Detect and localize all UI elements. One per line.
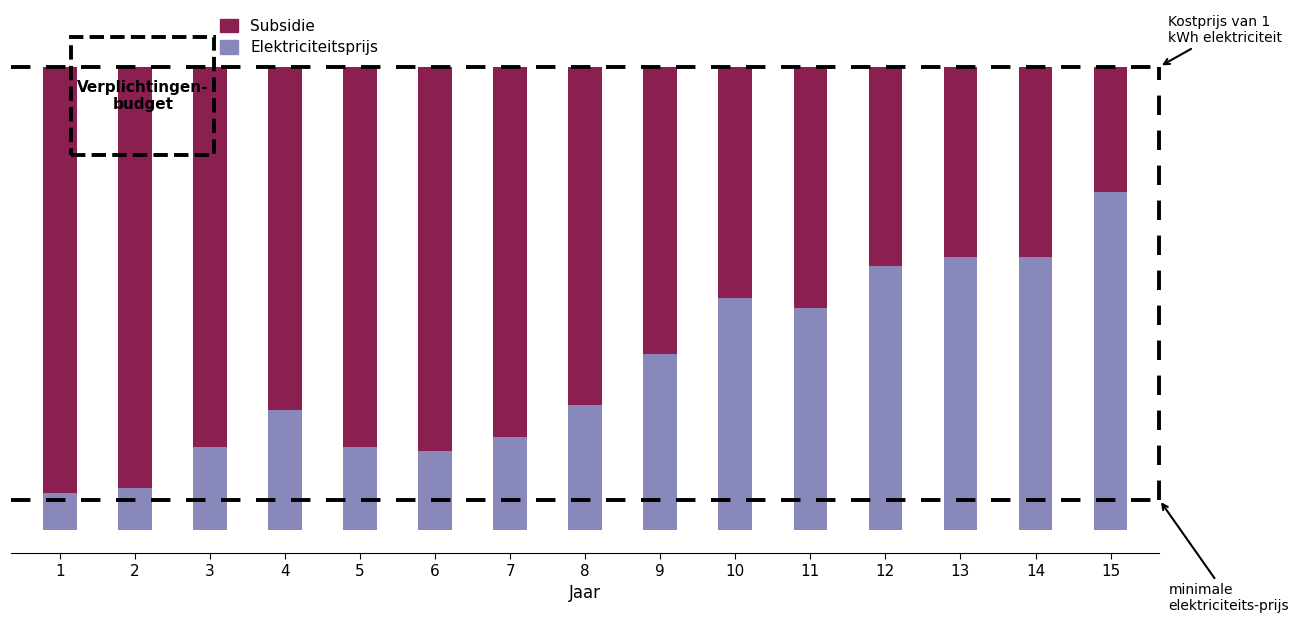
Bar [1094, 192, 1128, 530]
X-axis label: Jaar: Jaar [569, 584, 601, 602]
Text: Verplichtingen-
budget: Verplichtingen- budget [77, 80, 209, 112]
Bar [418, 451, 452, 530]
Bar [494, 66, 527, 437]
Bar [194, 66, 227, 446]
Bar [794, 66, 827, 307]
Text: minimale
elektriciteits-prijs: minimale elektriciteits-prijs [1163, 504, 1289, 614]
Bar [569, 405, 603, 530]
Bar [418, 66, 452, 451]
Bar [268, 66, 301, 409]
Bar [869, 66, 903, 266]
Bar [718, 66, 752, 298]
Bar [343, 446, 377, 530]
Bar [569, 66, 603, 405]
Bar [794, 307, 827, 530]
Bar [718, 298, 752, 530]
Bar [643, 66, 677, 354]
Bar [194, 446, 227, 530]
Bar [343, 66, 377, 446]
Bar [1018, 256, 1052, 530]
Bar [643, 354, 677, 530]
Bar [869, 266, 903, 530]
Bar [494, 437, 527, 530]
Bar [43, 493, 77, 530]
Bar [943, 66, 977, 256]
Bar [1094, 66, 1128, 192]
Bar [943, 256, 977, 530]
Text: Kostprijs van 1
kWh elektriciteit: Kostprijs van 1 kWh elektriciteit [1164, 14, 1282, 64]
Bar [118, 488, 152, 530]
Bar [268, 409, 301, 530]
Legend: Subsidie, Elektriciteitsprijs: Subsidie, Elektriciteitsprijs [220, 19, 378, 55]
Bar [43, 66, 77, 493]
Bar [1018, 66, 1052, 256]
Bar [118, 66, 152, 488]
